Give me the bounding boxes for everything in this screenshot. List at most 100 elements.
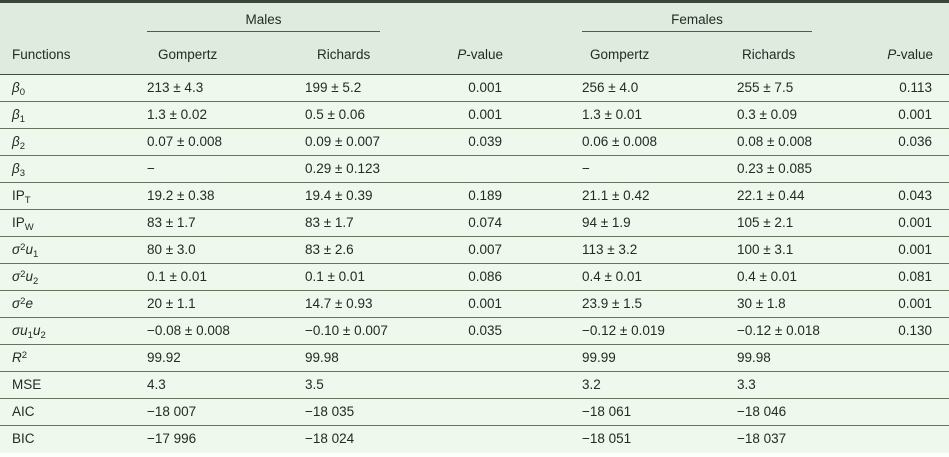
males-spanner-rule	[147, 31, 380, 32]
row-label: β3	[12, 161, 26, 179]
cell-females-pvalue	[848, 372, 949, 398]
cell-males-pvalue: 0.001	[468, 107, 502, 122]
cell-males-gompertz: 1.3 ± 0.02	[147, 107, 207, 122]
row-label: BIC	[12, 431, 35, 446]
cell-females-pvalue	[848, 345, 949, 371]
cell-females-gompertz: 23.9 ± 1.5	[582, 296, 642, 311]
cell-females-richards: 3.3	[737, 377, 756, 392]
cell-males-gompertz: 99.92	[147, 350, 181, 365]
table-row: IPW 83 ± 1.7 83 ± 1.7 0.074 94 ± 1.9 105 ± 2.…	[0, 210, 949, 237]
column-header-females-gompertz: Gompertz	[590, 47, 650, 62]
cell-males-richards: −18 024	[305, 431, 355, 446]
cell-males-pvalue: 0.189	[468, 188, 502, 203]
cell-females-pvalue: 0.036	[898, 134, 932, 149]
row-label: β1	[12, 107, 26, 125]
cell-males-richards: 83 ± 2.6	[305, 242, 354, 257]
cell-males-richards: 3.5	[305, 377, 324, 392]
table-row: AIC −18 007 −18 035 −18 061 −18 046	[0, 399, 949, 426]
column-header-functions: Functions	[12, 47, 71, 62]
group-header-females: Females	[671, 12, 723, 27]
cell-females-richards: 100 ± 3.1	[737, 242, 794, 257]
table-header: Males Females Functions Gompertz Richard…	[0, 3, 949, 75]
cell-males-gompertz: 83 ± 1.7	[147, 215, 196, 230]
cell-males-pvalue: 0.001	[468, 296, 502, 311]
cell-females-gompertz: 99.99	[582, 350, 616, 365]
cell-females-pvalue	[848, 156, 949, 182]
row-label: AIC	[12, 404, 35, 419]
table-row: σ2e 20 ± 1.1 14.7 ± 0.93 0.001 23.9 ± 1.5 30 …	[0, 291, 949, 318]
cell-females-pvalue: 0.081	[898, 269, 932, 284]
table-row: σ2u1 80 ± 3.0 83 ± 2.6 0.007 113 ± 3.2 100 ± …	[0, 237, 949, 264]
cell-females-pvalue: 0.001	[898, 215, 932, 230]
group-header-males: Males	[245, 12, 282, 27]
cell-males-richards: 0.09 ± 0.007	[305, 134, 380, 149]
cell-males-pvalue	[418, 156, 510, 182]
cell-males-gompertz: 213 ± 4.3	[147, 80, 204, 95]
cell-females-pvalue: 0.001	[898, 242, 932, 257]
cell-females-richards: −18 046	[737, 404, 787, 419]
cell-males-richards: 199 ± 5.2	[305, 80, 362, 95]
table-row: MSE 4.3 3.5 3.2 3.3	[0, 372, 949, 399]
row-label: σ2e	[12, 296, 33, 311]
cell-females-pvalue	[848, 399, 949, 425]
table-row: R2 99.92 99.98 99.99 99.98	[0, 345, 949, 372]
cell-males-pvalue: 0.001	[468, 80, 502, 95]
cell-males-richards: 99.98	[305, 350, 339, 365]
row-label: σ2u1	[12, 242, 39, 260]
row-label: IPW	[12, 215, 34, 233]
cell-females-gompertz: 1.3 ± 0.01	[582, 107, 642, 122]
cell-males-gompertz: 19.2 ± 0.38	[147, 188, 215, 203]
cell-males-pvalue: 0.074	[468, 215, 502, 230]
column-header-males-pvalue: P-value	[457, 47, 503, 62]
cell-females-pvalue: 0.113	[899, 80, 932, 95]
cell-males-pvalue: 0.086	[468, 269, 502, 284]
cell-females-gompertz: −18 061	[582, 404, 632, 419]
row-label: σ2u2	[12, 269, 39, 287]
cell-males-gompertz: 80 ± 3.0	[147, 242, 196, 257]
column-header-males-gompertz: Gompertz	[158, 47, 218, 62]
cell-females-gompertz: −	[582, 161, 590, 176]
cell-females-richards: 105 ± 2.1	[737, 215, 794, 230]
cell-females-richards: 255 ± 7.5	[737, 80, 794, 95]
cell-females-richards: 99.98	[737, 350, 771, 365]
cell-males-gompertz: −18 007	[147, 404, 197, 419]
cell-females-richards: −18 037	[737, 431, 787, 446]
row-label: β2	[12, 134, 26, 152]
cell-males-gompertz: 0.07 ± 0.008	[147, 134, 222, 149]
table-row: β2 0.07 ± 0.008 0.09 ± 0.007 0.039 0.06 ± 0.…	[0, 129, 949, 156]
cell-males-richards: 0.5 ± 0.06	[305, 107, 365, 122]
cell-females-pvalue: 0.001	[898, 107, 932, 122]
cell-males-richards: 83 ± 1.7	[305, 215, 354, 230]
table-top-border	[0, 0, 949, 3]
table-row: β0 213 ± 4.3 199 ± 5.2 0.001 256 ± 4.0 255 ± …	[0, 75, 949, 102]
cell-males-gompertz: 20 ± 1.1	[147, 296, 196, 311]
cell-females-pvalue: 0.043	[898, 188, 932, 203]
cell-females-richards: 0.08 ± 0.008	[737, 134, 812, 149]
cell-females-gompertz: 94 ± 1.9	[582, 215, 631, 230]
cell-females-gompertz: −0.12 ± 0.019	[582, 323, 665, 338]
cell-females-pvalue	[848, 426, 949, 453]
cell-males-pvalue	[418, 345, 510, 371]
cell-females-gompertz: 0.4 ± 0.01	[582, 269, 642, 284]
cell-females-richards: 0.23 ± 0.085	[737, 161, 812, 176]
row-label: σu1u2	[12, 323, 46, 341]
cell-males-pvalue: 0.007	[468, 242, 502, 257]
table-row: β3 − 0.29 ± 0.123 − 0.23 ± 0.085	[0, 156, 949, 183]
cell-females-gompertz: 21.1 ± 0.42	[582, 188, 650, 203]
column-header-row: Functions Gompertz Richards P-value Gomp…	[0, 43, 949, 67]
cell-males-pvalue: 0.039	[468, 134, 502, 149]
cell-females-richards: 30 ± 1.8	[737, 296, 786, 311]
column-header-females-richards: Richards	[742, 47, 796, 62]
cell-males-gompertz: −	[147, 161, 155, 176]
females-spanner-rule	[582, 31, 812, 32]
cell-females-richards: 22.1 ± 0.44	[737, 188, 805, 203]
row-label: β0	[12, 80, 26, 98]
column-header-males-richards: Richards	[317, 47, 371, 62]
cell-females-pvalue: 0.130	[898, 323, 932, 338]
cell-males-gompertz: 4.3	[147, 377, 166, 392]
row-label: R2	[12, 350, 28, 365]
cell-females-gompertz: 0.06 ± 0.008	[582, 134, 657, 149]
cell-females-richards: 0.4 ± 0.01	[737, 269, 797, 284]
cell-males-gompertz: 0.1 ± 0.01	[147, 269, 207, 284]
cell-females-richards: −0.12 ± 0.018	[737, 323, 820, 338]
